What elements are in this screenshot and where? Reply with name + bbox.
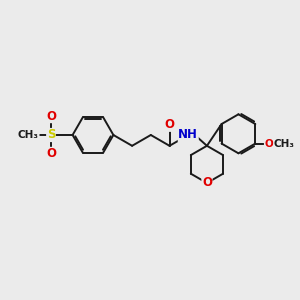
Text: CH₃: CH₃ (18, 130, 39, 140)
Text: O: O (264, 139, 273, 148)
Text: O: O (202, 176, 212, 190)
Text: O: O (46, 147, 56, 161)
Text: O: O (46, 110, 56, 123)
Text: S: S (47, 128, 55, 142)
Text: CH₃: CH₃ (274, 139, 295, 148)
Text: NH: NH (178, 128, 198, 142)
Text: O: O (164, 118, 175, 131)
